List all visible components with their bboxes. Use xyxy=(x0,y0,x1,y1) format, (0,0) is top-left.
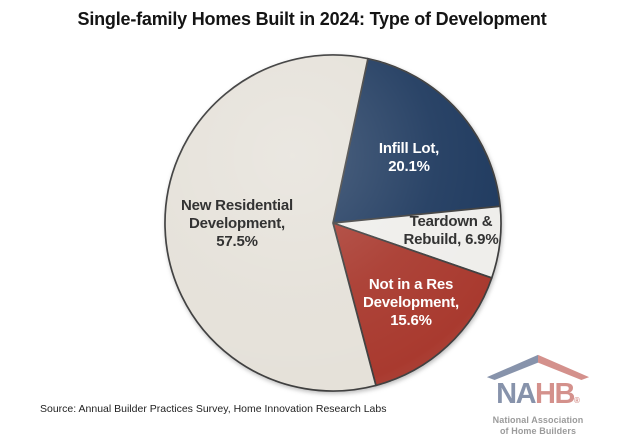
nahb-letters-na: NA xyxy=(496,378,536,410)
pie-sheen-overlay xyxy=(165,55,501,391)
logo-subtitle: National Association of Home Builders xyxy=(476,415,600,436)
source-note: Source: Annual Builder Practices Survey,… xyxy=(40,403,387,415)
slice-label-line: Development, xyxy=(363,294,459,311)
slice-label-teardown-rebuild: Teardown & Rebuild, 6.9% xyxy=(404,213,499,249)
slice-label-not-in-a-res-development: Not in a Res Development, 15.6% xyxy=(363,276,459,330)
roof-left-slope xyxy=(486,354,538,380)
slice-label-line: 20.1% xyxy=(388,158,430,175)
slice-label-infill-lot: Infill Lot, 20.1% xyxy=(379,140,439,176)
registered-mark: ® xyxy=(573,396,580,405)
chart-title: Single-family Homes Built in 2024: Type … xyxy=(77,9,547,29)
slice-label-line: New Residential xyxy=(180,197,294,214)
nahb-letters-hb: HB xyxy=(535,378,575,410)
slice-label-line: Teardown & xyxy=(409,213,493,230)
slice-label-line: 15.6% xyxy=(390,312,432,329)
slice-label-line: Not in a Res xyxy=(368,276,454,293)
slice-label-line: 57.5% xyxy=(216,233,258,250)
slice-label-new-residential-development: New Residential Development, 57.5% xyxy=(181,197,293,251)
roof-right-slope xyxy=(538,354,590,380)
slice-label-line: Rebuild, 6.9% xyxy=(403,231,499,248)
slice-label-line: Development, xyxy=(189,215,285,232)
roof-icon xyxy=(486,354,590,380)
nahb-wordmark: NAHB® ★ xyxy=(496,378,580,414)
pie-chart xyxy=(164,54,502,392)
logo-subtitle-line2: of Home Builders xyxy=(499,425,577,436)
logo-subtitle-line1: National Association xyxy=(492,415,584,425)
nahb-logo: NAHB® ★ National Association of Home Bui… xyxy=(476,353,600,436)
slice-label-line: Infill Lot, xyxy=(378,140,440,157)
